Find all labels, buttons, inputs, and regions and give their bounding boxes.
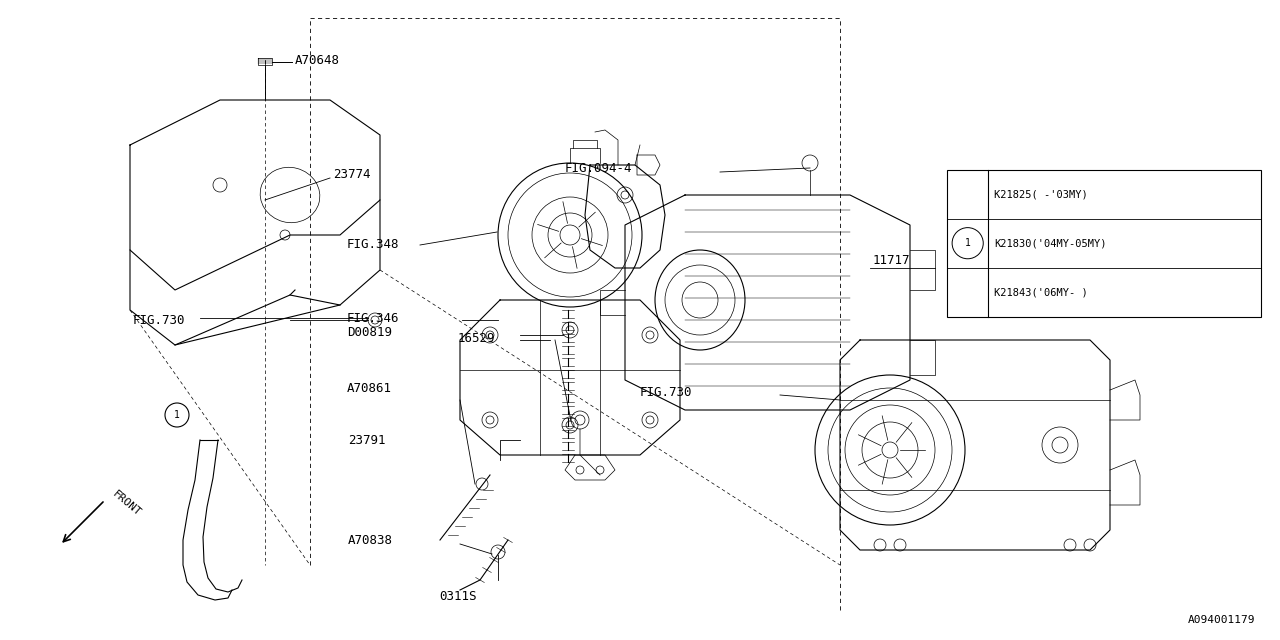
Text: 1: 1 (965, 238, 970, 248)
Text: 1: 1 (174, 410, 180, 420)
Text: K21825( -'03MY): K21825( -'03MY) (995, 189, 1088, 199)
Text: FIG.346: FIG.346 (347, 312, 399, 324)
Text: FIG.730: FIG.730 (133, 314, 186, 326)
Text: FIG.094-4: FIG.094-4 (564, 161, 632, 175)
Text: 23791: 23791 (348, 433, 385, 447)
Text: K21843('06MY- ): K21843('06MY- ) (995, 287, 1088, 297)
Text: FIG.730: FIG.730 (640, 387, 692, 399)
Text: FRONT: FRONT (110, 490, 142, 518)
Text: 16529: 16529 (458, 332, 495, 344)
Text: 23774: 23774 (333, 168, 370, 182)
Text: A70861: A70861 (347, 381, 392, 394)
Bar (947, 170, 1261, 317)
Text: A70648: A70648 (294, 54, 340, 67)
Text: A094001179: A094001179 (1188, 615, 1254, 625)
Text: D00819: D00819 (347, 326, 392, 339)
Text: A70838: A70838 (348, 534, 393, 547)
Text: 11717: 11717 (873, 253, 910, 266)
Text: FIG.348: FIG.348 (347, 239, 399, 252)
Text: 0311S: 0311S (439, 590, 476, 603)
Text: K21830('04MY-05MY): K21830('04MY-05MY) (995, 238, 1107, 248)
